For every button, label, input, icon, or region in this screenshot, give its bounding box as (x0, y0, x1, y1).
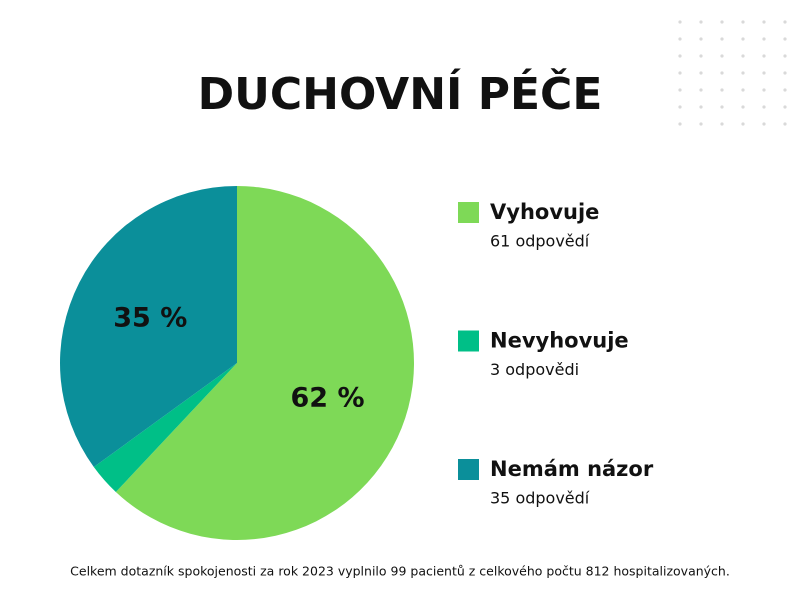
dot (741, 71, 745, 75)
dot (741, 88, 745, 92)
dot (720, 105, 724, 109)
legend-swatch (458, 459, 479, 480)
legend-label: Nevyhovuje (490, 329, 629, 353)
legend-swatch (458, 202, 479, 223)
dot (678, 88, 682, 92)
dot (741, 20, 745, 24)
dot (741, 105, 745, 109)
dot (678, 71, 682, 75)
dot (720, 88, 724, 92)
legend-label: Vyhovuje (490, 200, 599, 224)
dot (783, 20, 787, 24)
dot (762, 54, 766, 58)
dot (762, 105, 766, 109)
legend-detail: 35 odpovědí (490, 489, 590, 508)
legend-detail: 3 odpovědi (490, 360, 579, 379)
dot (720, 122, 724, 126)
dot (699, 105, 703, 109)
pie-slice (115, 186, 415, 540)
dot (783, 122, 787, 126)
dot (783, 105, 787, 109)
legend-swatch (458, 330, 479, 352)
dot (720, 20, 724, 24)
dot (720, 54, 724, 58)
dot (678, 20, 682, 24)
dot (699, 122, 703, 126)
dot (699, 88, 703, 92)
dot (762, 37, 766, 41)
dot (741, 54, 745, 58)
dot (762, 88, 766, 92)
decoration-dots (678, 20, 787, 126)
dot (699, 54, 703, 58)
dot (678, 54, 682, 58)
dot (762, 122, 766, 126)
chart-title: DUCHOVNÍ PÉČE (198, 67, 603, 120)
dot (678, 105, 682, 109)
dot (783, 54, 787, 58)
footnote: Celkem dotazník spokojenosti za rok 2023… (70, 564, 730, 579)
dot (783, 71, 787, 75)
dot (720, 71, 724, 75)
data-label: 35 % (113, 302, 187, 333)
dot (678, 37, 682, 41)
dot (699, 37, 703, 41)
legend-label: Nemám názor (490, 457, 654, 481)
pie-slice (93, 363, 238, 493)
dot (762, 71, 766, 75)
data-label: 62 % (290, 382, 364, 413)
dot (699, 20, 703, 24)
dot (762, 20, 766, 24)
dot (783, 37, 787, 41)
legend-detail: 61 odpovědí (490, 232, 590, 251)
dot (678, 122, 682, 126)
dot (783, 88, 787, 92)
dot (720, 37, 724, 41)
dot (741, 122, 745, 126)
dot (699, 71, 703, 75)
dot (741, 37, 745, 41)
pie-slice (59, 186, 237, 468)
